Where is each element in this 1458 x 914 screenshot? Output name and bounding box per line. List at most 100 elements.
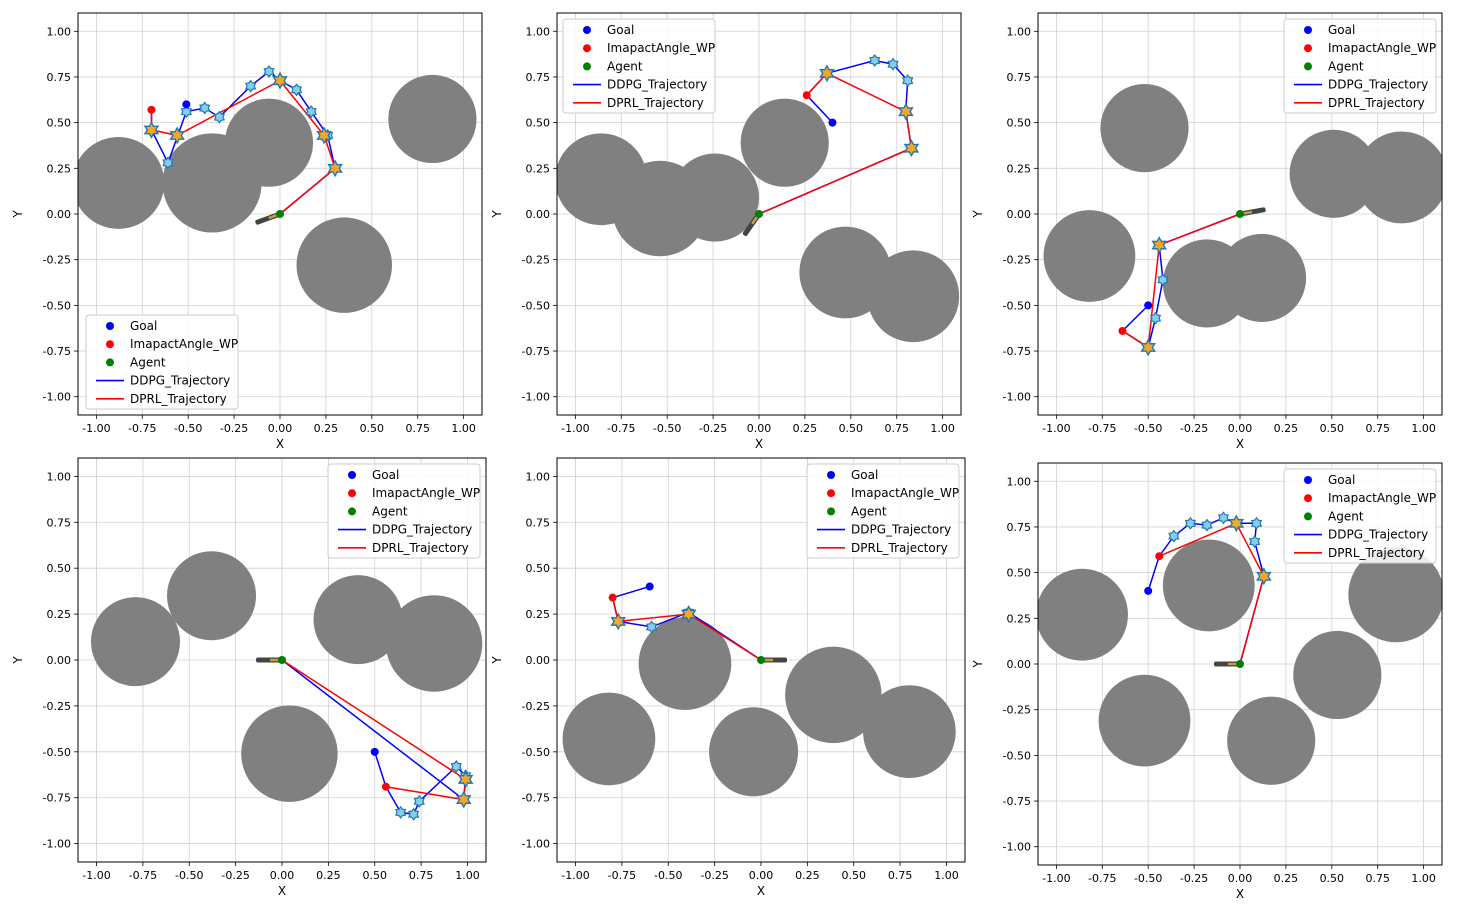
missile-icon bbox=[761, 657, 787, 663]
legend-label: ImapactAngle_WP bbox=[130, 337, 238, 351]
legend-box bbox=[85, 314, 239, 410]
dprl-trajectory-line bbox=[281, 659, 467, 801]
y-tick-label: 0.00 bbox=[47, 654, 72, 667]
x-tick-label: 0.75 bbox=[888, 869, 913, 882]
y-tick-label: 0.25 bbox=[47, 162, 72, 175]
y-tick-label: -0.25 bbox=[522, 254, 550, 267]
dprl-waypoint-marker bbox=[1151, 236, 1167, 255]
plot-frame bbox=[77, 12, 483, 416]
legend-label: ImapactAngle_WP bbox=[372, 486, 480, 500]
agent-point bbox=[278, 656, 286, 664]
plot-content bbox=[562, 582, 956, 797]
y-tick-label: 1.00 bbox=[526, 25, 551, 38]
missile-stripe bbox=[1241, 210, 1253, 215]
dprl-waypoint-marker bbox=[455, 790, 472, 809]
impact-angle-waypoint bbox=[1155, 552, 1164, 561]
ddpg-trajectory-line bbox=[611, 585, 762, 661]
ddpg-waypoint-marker bbox=[887, 57, 899, 71]
obstacle-circle bbox=[863, 685, 956, 778]
x-tick-label: -0.75 bbox=[607, 422, 635, 435]
x-tick-label: 0.25 bbox=[314, 422, 339, 435]
dprl-waypoint-marker bbox=[680, 605, 697, 624]
y-tick-label: -0.50 bbox=[1003, 749, 1031, 762]
legend-marker bbox=[1304, 26, 1312, 34]
plot-frame bbox=[77, 457, 487, 863]
impact-angle-waypoint bbox=[147, 105, 156, 114]
y-tick-label: 0.75 bbox=[47, 516, 72, 529]
y-tick-label: 0.00 bbox=[1007, 658, 1032, 671]
obstacle-circle bbox=[167, 551, 257, 641]
x-axis-title: X bbox=[276, 437, 284, 451]
obstacle-circle bbox=[867, 250, 960, 343]
y-tick-label: -0.75 bbox=[1003, 795, 1031, 808]
x-tick-label: -0.50 bbox=[653, 422, 681, 435]
x-tick-label: 0.75 bbox=[409, 869, 434, 882]
legend-label: Agent bbox=[1328, 509, 1364, 523]
y-tick-label: -0.75 bbox=[522, 345, 550, 358]
agent-point bbox=[276, 210, 284, 218]
obstacle-circle bbox=[709, 707, 799, 797]
x-tick-label: -1.00 bbox=[561, 422, 589, 435]
x-tick-label: -0.75 bbox=[129, 869, 157, 882]
obstacle-circle bbox=[1038, 568, 1128, 661]
x-axis-title: X bbox=[278, 884, 286, 898]
legend-label: Goal bbox=[851, 468, 878, 482]
x-tick-label: 0.75 bbox=[1365, 872, 1390, 885]
x-tick-label: 0.25 bbox=[316, 869, 341, 882]
x-tick-label: 0.50 bbox=[1320, 872, 1345, 885]
impact-angle-waypoint bbox=[1118, 326, 1127, 335]
x-axis-title: X bbox=[1236, 437, 1244, 451]
x-tick-label: -1.00 bbox=[1042, 872, 1070, 885]
obstacle-circle bbox=[785, 646, 882, 744]
goal-point bbox=[828, 118, 837, 127]
missile-body bbox=[256, 657, 282, 663]
legend: Goal ImapactAngle_WP Agent DDPG_Trajectory D… bbox=[327, 463, 481, 559]
obstacle-circle bbox=[1293, 630, 1382, 720]
dprl-waypoint-marker bbox=[316, 126, 332, 145]
obstacle-circle bbox=[90, 597, 180, 687]
plot-frame bbox=[556, 12, 962, 416]
y-tick-label: -0.50 bbox=[43, 299, 71, 312]
legend-marker bbox=[827, 489, 835, 498]
legend-label: DDPG_Trajectory bbox=[1328, 528, 1428, 542]
legend-label: Goal bbox=[1328, 23, 1355, 37]
y-tick-label: 1.00 bbox=[1007, 25, 1032, 38]
x-tick-label: -0.25 bbox=[221, 869, 249, 882]
legend-marker bbox=[1304, 494, 1312, 503]
missile-icon bbox=[255, 212, 281, 225]
y-tick-label: -1.00 bbox=[43, 838, 71, 851]
y-tick-label: 0.00 bbox=[526, 208, 551, 221]
y-tick-label: 0.50 bbox=[1007, 567, 1032, 580]
obstacle-circle bbox=[1162, 539, 1255, 632]
dprl-waypoint-marker bbox=[610, 612, 626, 631]
ddpg-waypoint-marker bbox=[645, 620, 658, 634]
ddpg-waypoint-marker bbox=[1249, 535, 1261, 549]
subplot-4: -1.00 -0.75 -0.50 -0.25 0.00 0.25 0.50 0.75 1.00… bbox=[11, 457, 487, 898]
y-tick-label: -0.25 bbox=[1003, 254, 1031, 267]
x-tick-label: 0.25 bbox=[1274, 422, 1299, 435]
x-tick-label: -0.75 bbox=[1088, 872, 1116, 885]
legend-label: DDPG_Trajectory bbox=[130, 374, 230, 388]
ddpg-waypoint-marker bbox=[395, 805, 407, 819]
ddpg-waypoint-marker bbox=[869, 54, 881, 68]
y-tick-label: -0.75 bbox=[43, 345, 71, 358]
x-tick-label: 0.75 bbox=[884, 422, 909, 435]
x-tick-label: 0.25 bbox=[1274, 872, 1299, 885]
x-tick-label: -0.75 bbox=[1088, 422, 1116, 435]
x-tick-label: -0.75 bbox=[608, 869, 636, 882]
y-tick-label: -0.75 bbox=[43, 792, 71, 805]
x-axis-title: X bbox=[755, 437, 763, 451]
legend-label: Goal bbox=[372, 468, 399, 482]
missile-icon bbox=[1214, 661, 1240, 667]
x-tick-label: 0.25 bbox=[793, 422, 818, 435]
ddpg-waypoint-marker bbox=[1184, 516, 1197, 530]
obstacle-circle bbox=[638, 617, 732, 711]
ddpg-waypoint-marker bbox=[290, 83, 303, 97]
impact-angle-waypoint bbox=[381, 782, 390, 791]
legend-label: DDPG_Trajectory bbox=[851, 523, 951, 537]
obstacle-circle bbox=[388, 74, 477, 164]
x-tick-label: -1.00 bbox=[82, 869, 110, 882]
y-tick-label: -0.25 bbox=[43, 700, 71, 713]
plot-frame bbox=[1037, 12, 1443, 416]
missile-icon bbox=[1239, 207, 1266, 217]
